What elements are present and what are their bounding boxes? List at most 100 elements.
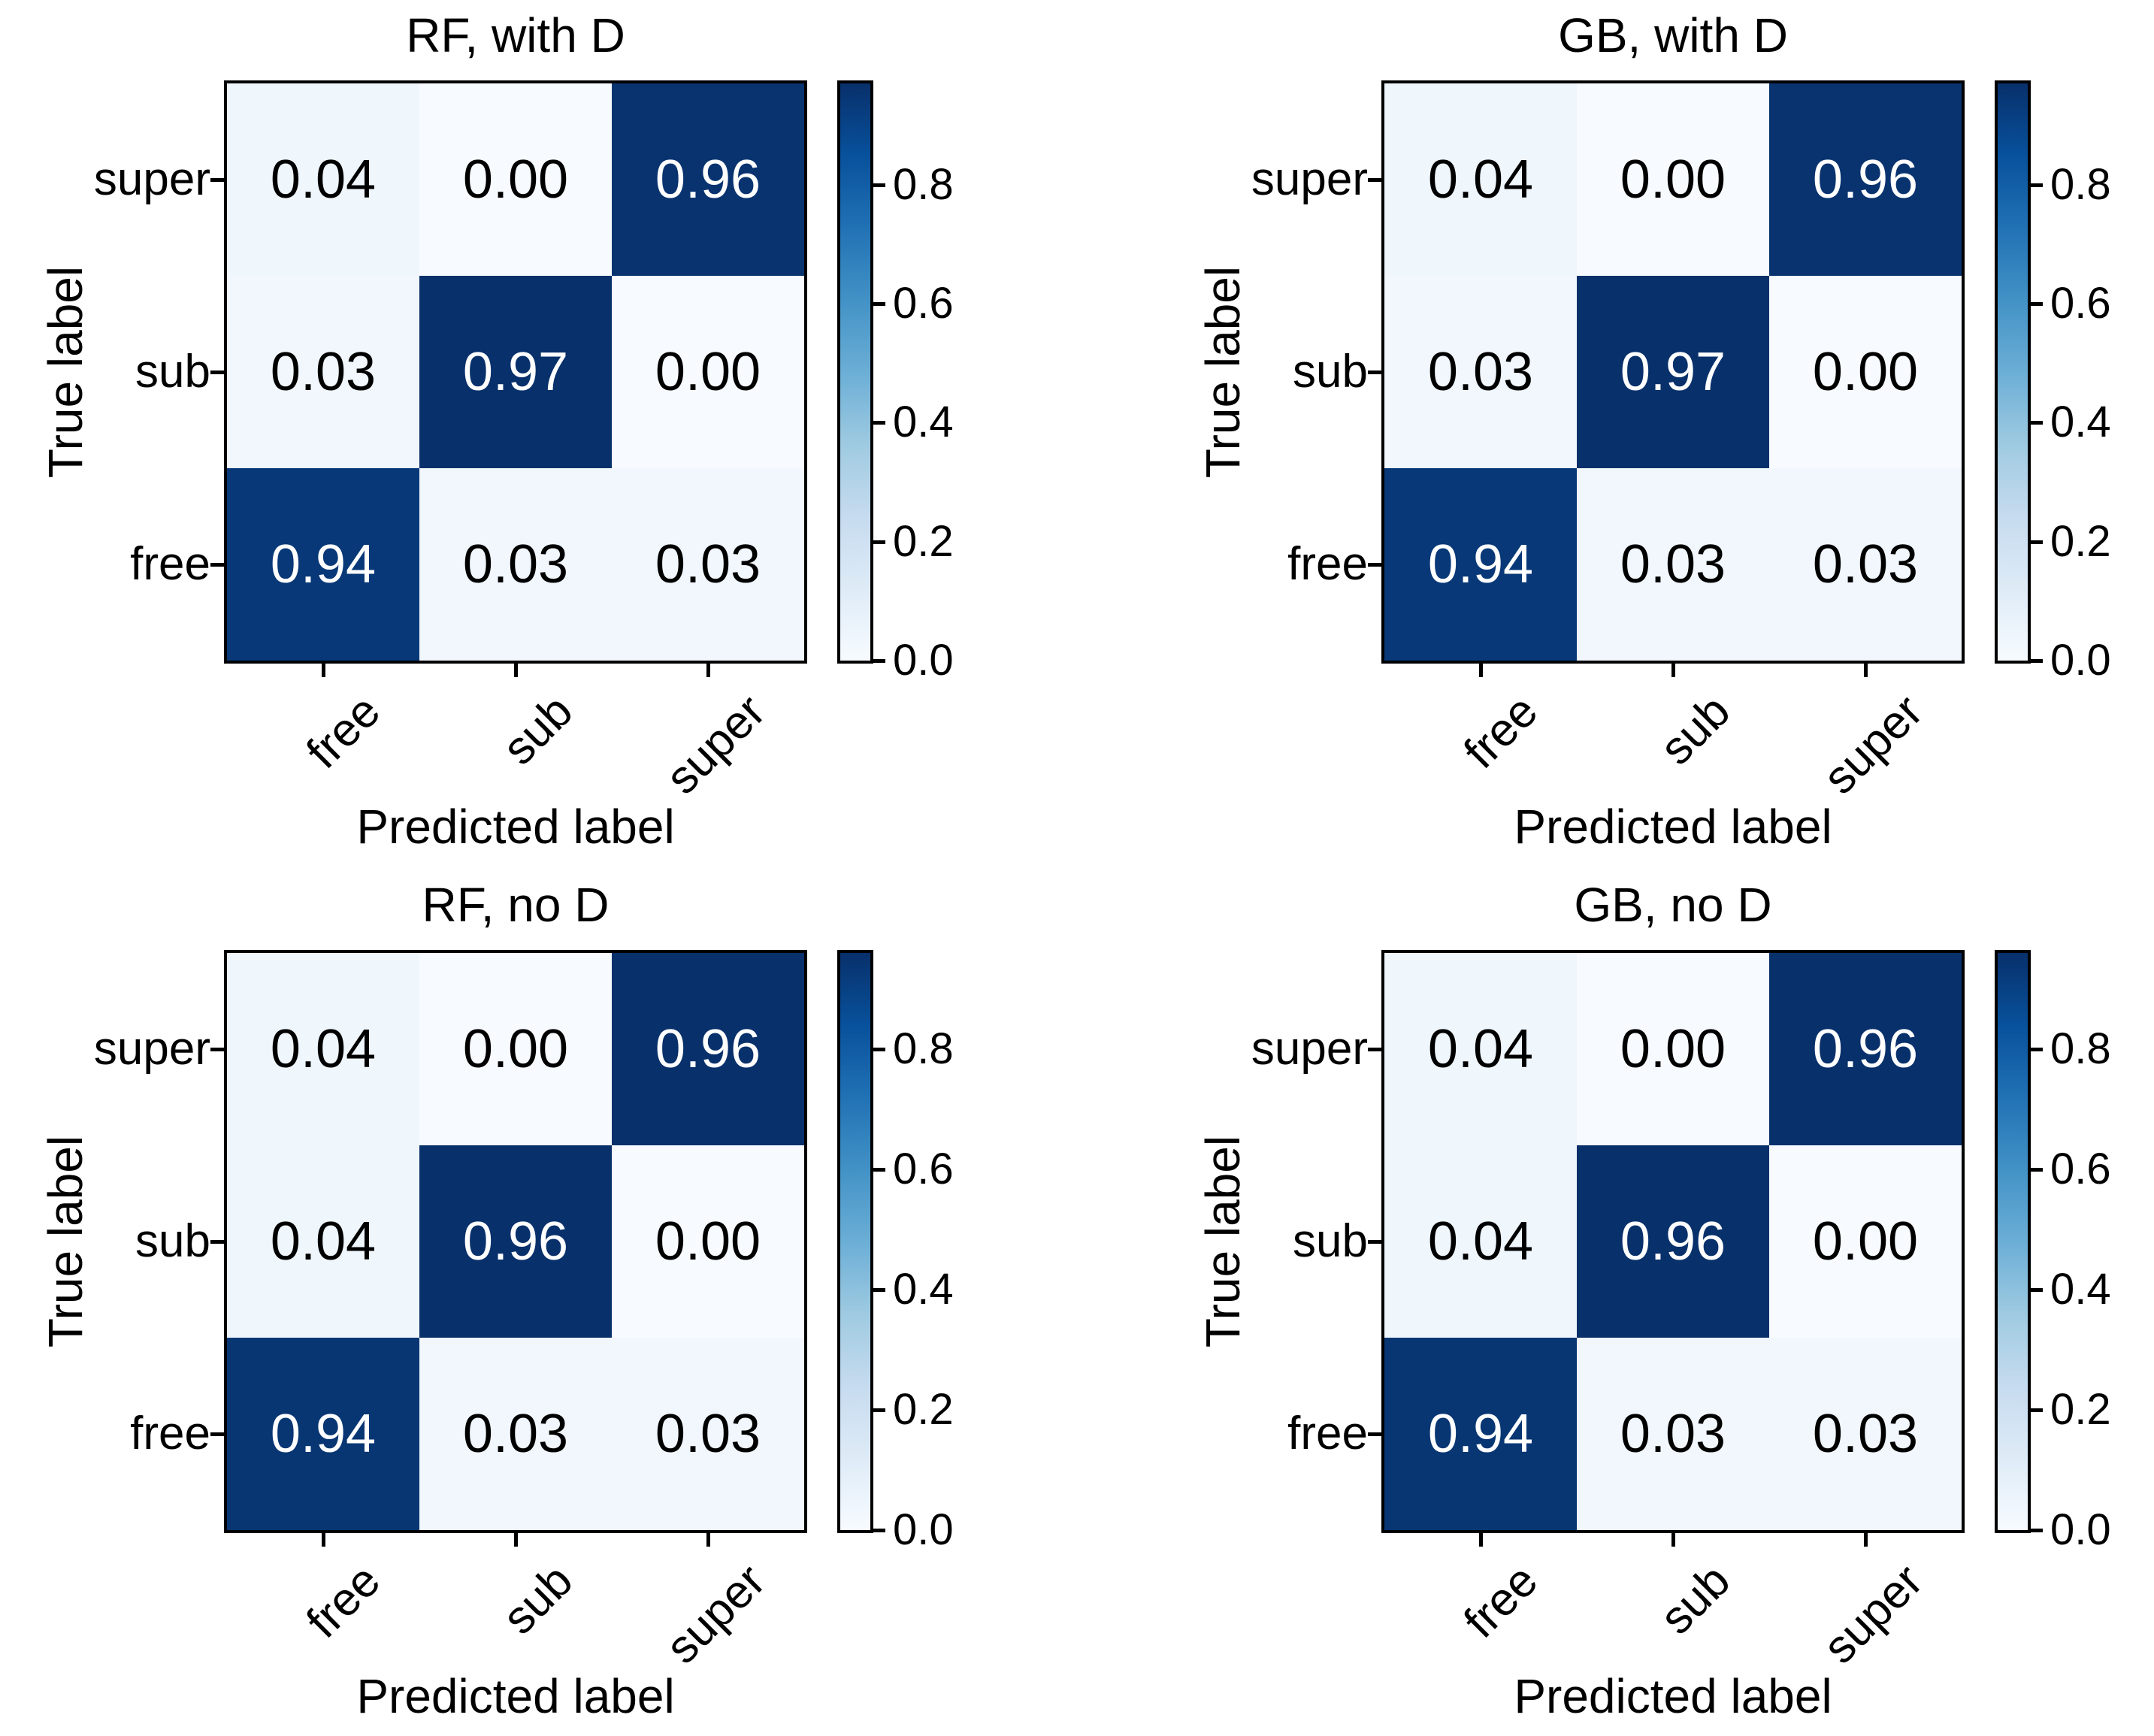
x-tick-label: free bbox=[1454, 1554, 1548, 1648]
cell: 0.96 bbox=[1769, 953, 1962, 1145]
y-tick-label: free bbox=[1287, 538, 1368, 590]
cell: 0.97 bbox=[419, 276, 612, 468]
x-axis-label: Predicted label bbox=[1514, 800, 1832, 854]
y-tick-mark bbox=[1368, 178, 1381, 182]
colorbar-tick-mark bbox=[2031, 1048, 2043, 1051]
cell-value: 0.96 bbox=[1812, 1019, 1919, 1079]
x-tick-mark bbox=[322, 664, 325, 677]
y-tick-mark bbox=[1368, 563, 1381, 567]
cell: 0.04 bbox=[1384, 1145, 1577, 1338]
cell-value: 0.96 bbox=[1812, 150, 1919, 210]
cell: 0.04 bbox=[1384, 83, 1577, 276]
colorbar-tick-label: 0.4 bbox=[2050, 1265, 2111, 1314]
colorbar-tick-mark bbox=[2031, 540, 2043, 544]
cell-value: 0.04 bbox=[270, 150, 377, 210]
cell: 0.94 bbox=[227, 468, 419, 661]
colorbar-tick-label: 0.4 bbox=[893, 398, 954, 447]
cell: 0.94 bbox=[1384, 1338, 1577, 1530]
cell: 0.03 bbox=[1769, 1338, 1962, 1530]
y-tick-mark bbox=[210, 1048, 224, 1051]
cell-value: 0.03 bbox=[1812, 534, 1919, 594]
cell: 0.00 bbox=[1769, 1145, 1962, 1338]
cell: 0.03 bbox=[1769, 468, 1962, 661]
colorbar-tick-mark bbox=[873, 1529, 885, 1532]
colorbar-tick-label: 0.8 bbox=[2050, 1024, 2111, 1073]
y-tick-label: super bbox=[1251, 1023, 1368, 1075]
cell-value: 0.03 bbox=[270, 342, 377, 402]
cell-value: 0.94 bbox=[270, 534, 377, 594]
cell-value: 0.04 bbox=[1427, 1211, 1534, 1272]
y-tick-mark bbox=[210, 563, 224, 567]
cell-value: 0.94 bbox=[1427, 1404, 1534, 1464]
cell: 0.03 bbox=[1577, 1338, 1769, 1530]
colorbar-tick-label: 0.4 bbox=[893, 1265, 954, 1314]
colorbar-tick-label: 0.8 bbox=[893, 1024, 954, 1073]
colorbar-tick-mark bbox=[2031, 301, 2043, 306]
y-tick-mark bbox=[1368, 1240, 1381, 1244]
cell-value: 0.00 bbox=[1620, 1019, 1726, 1079]
panel-title: GB, with D bbox=[1558, 8, 1788, 62]
cell: 0.96 bbox=[1769, 83, 1962, 276]
colorbar-tick-label: 0.6 bbox=[2050, 278, 2111, 328]
y-tick-mark bbox=[1368, 1048, 1381, 1051]
y-tick-mark bbox=[1368, 370, 1381, 374]
colorbar-tick-mark bbox=[2031, 659, 2043, 663]
cell-value: 0.04 bbox=[270, 1211, 377, 1272]
cell-value: 0.04 bbox=[1427, 150, 1534, 210]
cell: 0.00 bbox=[419, 83, 612, 276]
y-tick-label: free bbox=[1287, 1408, 1368, 1459]
cell: 0.04 bbox=[227, 1145, 419, 1338]
colorbar-tick-label: 0.0 bbox=[893, 636, 954, 685]
cell-value: 0.03 bbox=[655, 534, 761, 594]
y-tick-mark bbox=[210, 1432, 224, 1436]
colorbar-tick-mark bbox=[873, 540, 885, 544]
x-tick-mark bbox=[706, 1533, 710, 1547]
cell-value: 0.00 bbox=[655, 1211, 761, 1272]
cell-value: 0.04 bbox=[270, 1019, 377, 1079]
colorbar-tick-mark bbox=[873, 1168, 885, 1172]
cell: 0.03 bbox=[419, 1338, 612, 1530]
cell-value: 0.00 bbox=[462, 150, 569, 210]
cell: 0.03 bbox=[1384, 276, 1577, 468]
cell-value: 0.03 bbox=[655, 1404, 761, 1464]
colorbar bbox=[1995, 80, 2031, 664]
cell: 0.04 bbox=[1384, 953, 1577, 1145]
cell-value: 0.04 bbox=[1427, 1019, 1534, 1079]
panel-title: GB, no D bbox=[1574, 878, 1772, 932]
colorbar-tick-mark bbox=[873, 1048, 885, 1051]
colorbar-tick-label: 0.0 bbox=[893, 1505, 954, 1554]
cell-value: 0.00 bbox=[1812, 1211, 1919, 1272]
colorbar bbox=[837, 950, 873, 1533]
confusion-matrix: 0.04 0.00 0.96 0.03 0.97 0.00 0.94 0.03 0.03 bbox=[1381, 80, 1965, 664]
colorbar-tick-mark bbox=[2031, 421, 2043, 425]
x-tick-label: super bbox=[1813, 1554, 1933, 1674]
y-tick-label: super bbox=[93, 153, 210, 205]
cell: 0.03 bbox=[419, 468, 612, 661]
cell-value: 0.94 bbox=[1427, 534, 1534, 594]
confusion-matrix: 0.04 0.00 0.96 0.04 0.96 0.00 0.94 0.03 0.03 bbox=[1381, 950, 1965, 1533]
confusion-matrix: 0.04 0.00 0.96 0.03 0.97 0.00 0.94 0.03 0.03 bbox=[224, 80, 807, 664]
cell: 0.00 bbox=[612, 1145, 804, 1338]
confusion-matrix: 0.04 0.00 0.96 0.04 0.96 0.00 0.94 0.03 0.03 bbox=[224, 950, 807, 1533]
y-tick-label: sub bbox=[1293, 346, 1368, 398]
panel-title: RF, no D bbox=[422, 878, 610, 932]
cell: 0.04 bbox=[227, 953, 419, 1145]
y-tick-label: free bbox=[130, 538, 210, 590]
colorbar-tick-mark bbox=[873, 183, 885, 187]
cell: 0.04 bbox=[227, 83, 419, 276]
colorbar-tick-mark bbox=[2031, 183, 2043, 187]
cell: 0.96 bbox=[419, 1145, 612, 1338]
cell: 0.96 bbox=[1577, 1145, 1769, 1338]
y-tick-label: super bbox=[93, 1023, 210, 1075]
colorbar-tick-mark bbox=[2031, 1408, 2043, 1412]
y-tick-label: free bbox=[130, 1408, 210, 1459]
x-axis-label: Predicted label bbox=[1514, 1669, 1832, 1723]
cell-value: 0.97 bbox=[462, 342, 569, 402]
cell-value: 0.94 bbox=[270, 1404, 377, 1464]
y-tick-label: sub bbox=[1293, 1215, 1368, 1267]
colorbar-tick-label: 0.2 bbox=[2050, 516, 2111, 566]
cell-value: 0.96 bbox=[655, 150, 761, 210]
x-tick-mark bbox=[1671, 1533, 1675, 1547]
